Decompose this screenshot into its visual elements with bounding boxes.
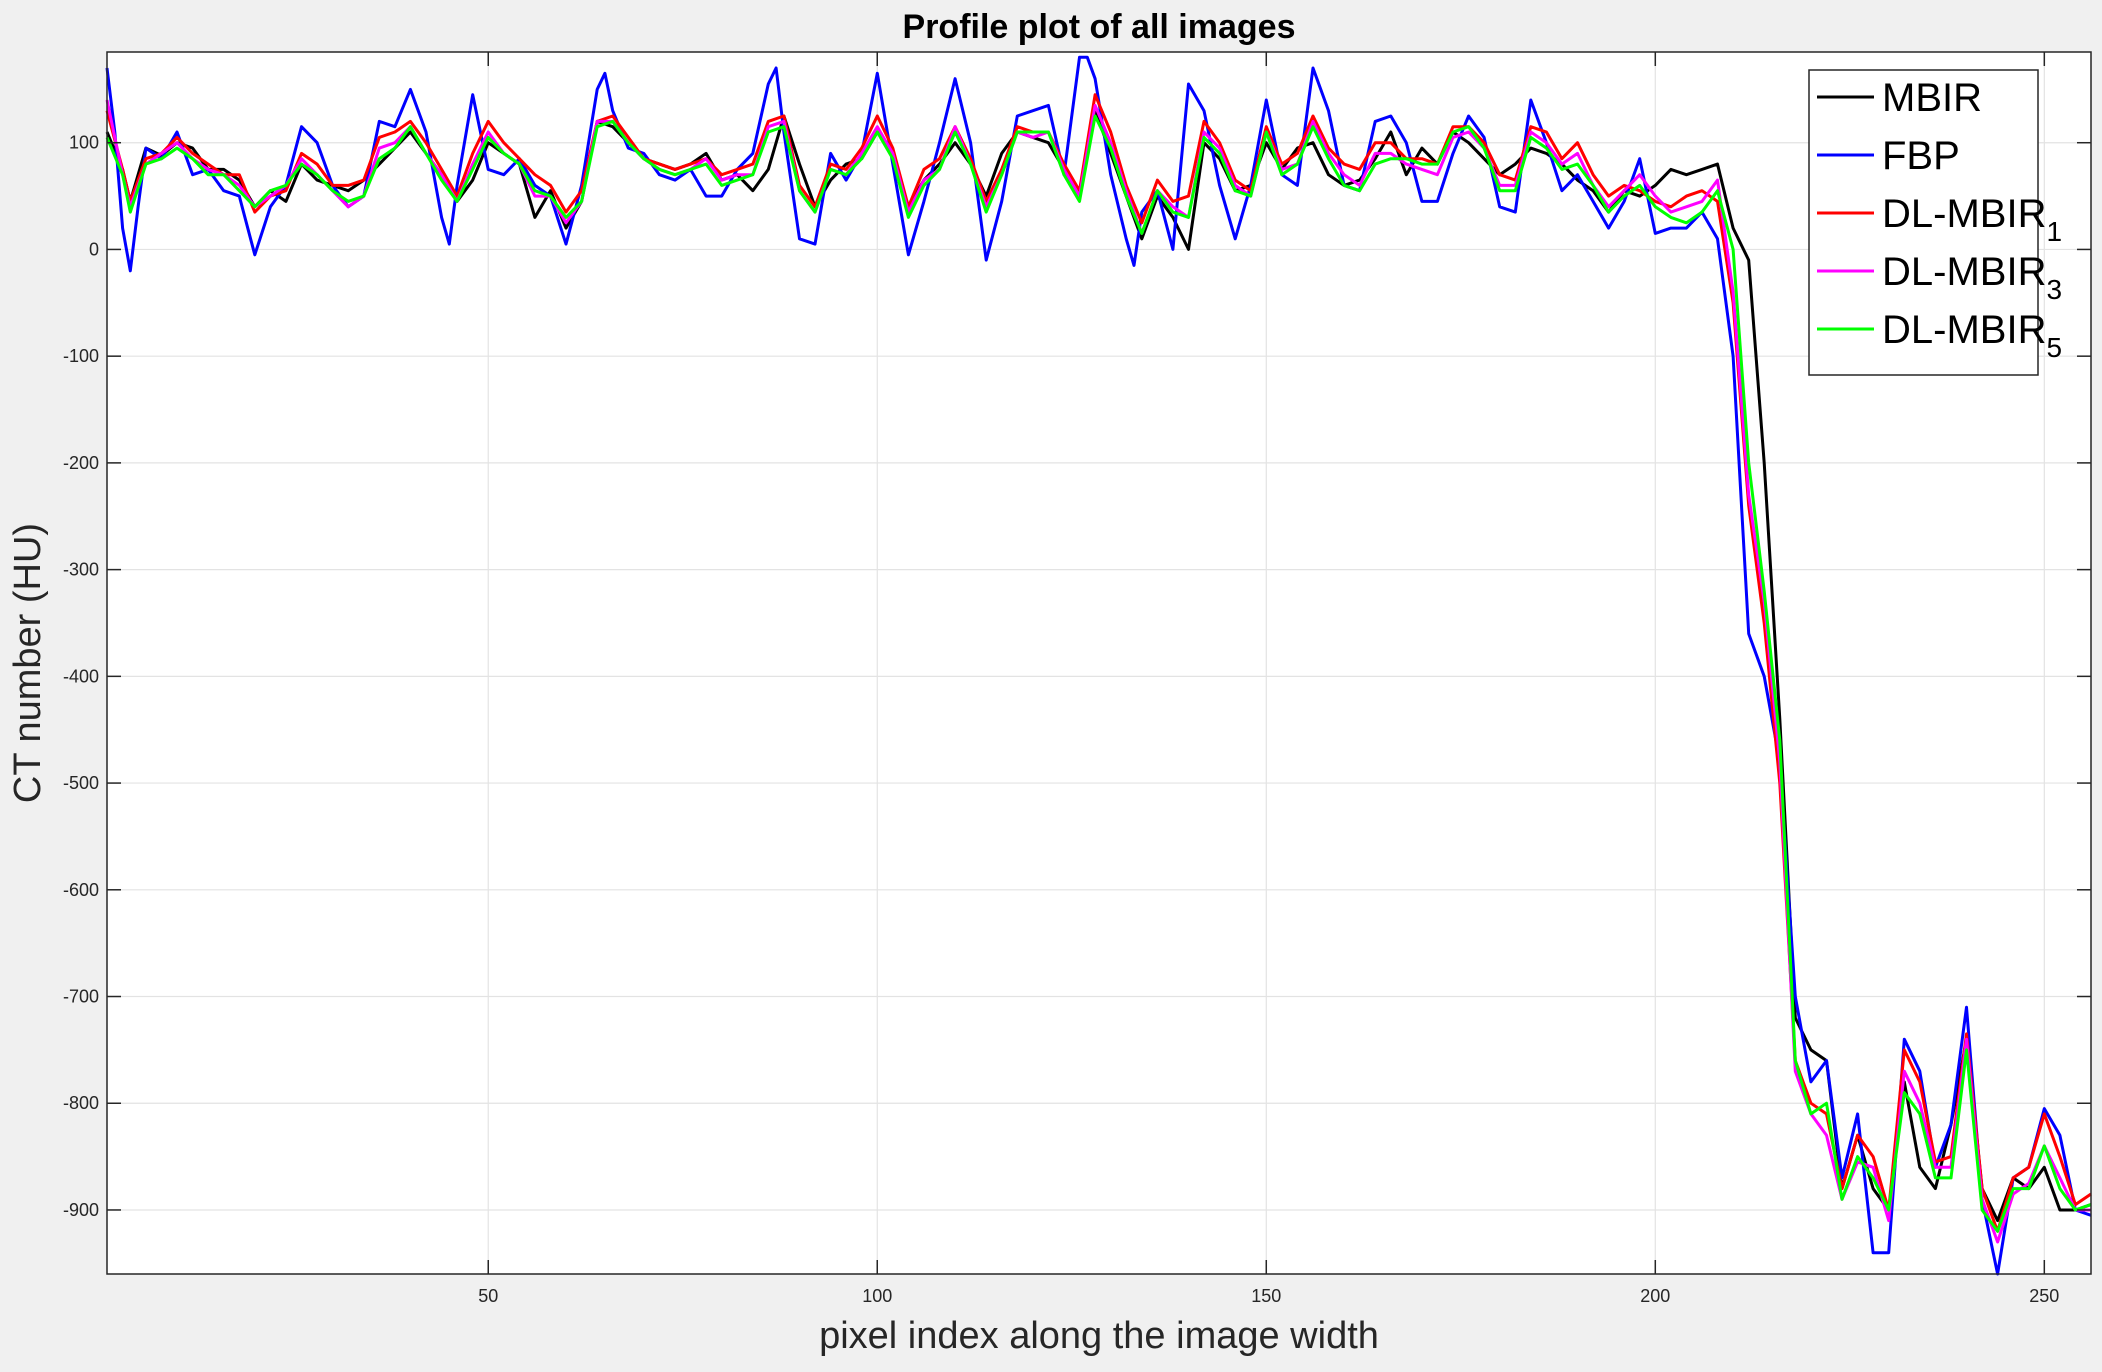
y-tick-label: -400 — [63, 666, 99, 686]
chart-title: Profile plot of all images — [903, 8, 1296, 46]
y-tick-label: -200 — [63, 453, 99, 473]
legend-box — [1808, 69, 2039, 376]
x-tick-label: 100 — [862, 1286, 892, 1306]
y-tick-label: -600 — [63, 880, 99, 900]
y-tick-label: -800 — [63, 1093, 99, 1113]
series-lines — [105, 55, 2092, 1276]
y-axis-label: CT number (HU) — [7, 523, 49, 803]
legend-label: FBP — [1882, 134, 1960, 178]
y-tick-label: -900 — [63, 1200, 99, 1220]
series-line-dl-mbir1 — [105, 93, 2092, 1233]
legend-label: MBIR — [1882, 76, 1982, 120]
x-axis-label: pixel index along the image width — [819, 1315, 1379, 1357]
series-line-dl-mbir5 — [105, 114, 2092, 1233]
y-tick-label: -700 — [63, 987, 99, 1007]
tick-marks — [107, 52, 2091, 1274]
series-line-fbp — [105, 55, 2092, 1276]
plot-area — [107, 52, 2091, 1274]
y-tick-label: -500 — [63, 773, 99, 793]
y-tick-label: -100 — [63, 346, 99, 366]
axes-box — [106, 51, 2092, 1275]
tick-labels: 50 100 150 200 250 100 0 -100 -200 -300 -400 -500 -6… — [63, 133, 2059, 1306]
y-tick-label: 0 — [89, 239, 99, 259]
x-tick-label: 50 — [478, 1286, 498, 1306]
x-tick-label: 250 — [2029, 1286, 2059, 1306]
y-tick-label: 100 — [69, 133, 99, 153]
y-tick-label: -300 — [63, 560, 99, 580]
x-tick-label: 150 — [1251, 1286, 1281, 1306]
x-tick-label: 200 — [1640, 1286, 1670, 1306]
